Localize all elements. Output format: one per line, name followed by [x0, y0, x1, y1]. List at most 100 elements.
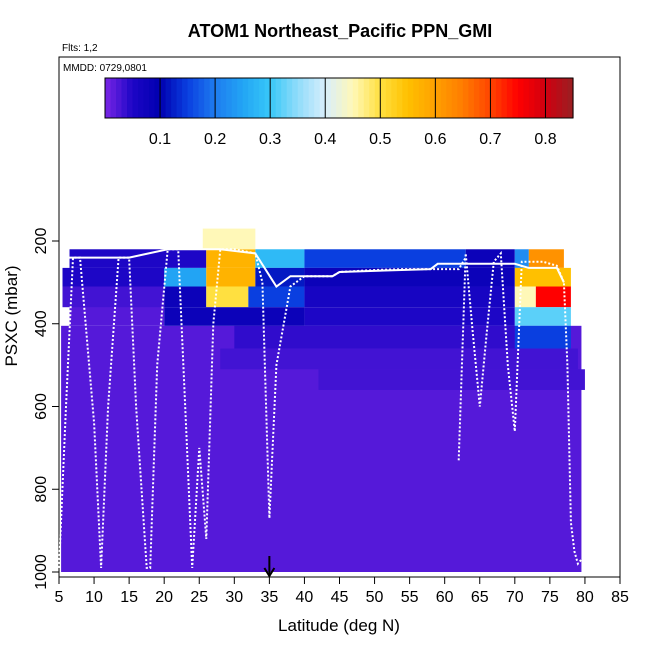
colorbar-segment: [226, 78, 233, 118]
colorbar-segment: [352, 78, 359, 118]
colorbar-segment: [121, 78, 128, 118]
colorbar-segment: [149, 78, 156, 118]
colorbar-segment: [424, 78, 431, 118]
colorbar-segment: [325, 78, 332, 118]
x-tick-label: 65: [471, 589, 489, 606]
colorbar-segment: [402, 78, 409, 118]
colorbar-segment: [297, 78, 304, 118]
colorbar-segment: [435, 78, 442, 118]
colorbar-segment: [418, 78, 425, 118]
y-tick-label: 1000: [33, 554, 50, 590]
x-tick-label: 35: [260, 589, 278, 606]
colorbar-segment: [308, 78, 315, 118]
colorbar-segment: [517, 78, 525, 118]
flights-note: Flts: 1,2: [62, 43, 98, 54]
x-tick-label: 75: [541, 589, 559, 606]
x-tick-label: 15: [120, 589, 138, 606]
heatmap-cell: [164, 286, 207, 308]
colorbar-segment: [209, 78, 216, 118]
colorbar-segment: [545, 78, 552, 118]
colorbar-segment: [490, 78, 497, 118]
x-tick-label: 40: [296, 589, 314, 606]
heatmap-cell: [514, 325, 571, 349]
colorbar-segment: [264, 78, 271, 118]
colorbar-segment: [110, 78, 117, 118]
colorbar-segment: [165, 78, 172, 118]
heatmap-cell: [220, 348, 578, 370]
colorbar-segment: [132, 78, 139, 118]
heatmap-cell: [465, 249, 515, 268]
heatmap-cell: [304, 286, 515, 308]
colorbar-segment: [215, 78, 222, 118]
colorbar-border: [104, 77, 574, 119]
x-axis: 5 10 15 20 25 30 35 40 45 50 55 60 65 70 75 80 85: [55, 577, 629, 606]
colorbar-segment: [182, 78, 189, 118]
colorbar-segment: [303, 78, 310, 118]
colorbar-segment: [506, 78, 514, 118]
colorbar-segment: [479, 78, 486, 118]
colorbar-segment: [556, 78, 563, 118]
heatmap-cell: [62, 267, 165, 287]
colorbar-segment: [220, 78, 227, 118]
colorbar-segment: [198, 78, 205, 118]
heatmap-cell: [164, 267, 207, 287]
colorbar-segment: [473, 78, 480, 118]
colorbar-segment: [369, 78, 376, 118]
marker-arrow-head: [263, 567, 276, 578]
heatmap-cell: [206, 286, 249, 308]
colorbar-tick-label: 0.7: [479, 131, 501, 148]
colorbar-segment: [275, 78, 282, 118]
colorbar-segment: [429, 78, 436, 118]
heatmap-cell: [318, 369, 585, 390]
x-tick-label: 20: [155, 589, 173, 606]
heatmap-cell: [255, 249, 305, 268]
flight-track-line: [457, 250, 583, 566]
flight-tracks: [58, 248, 583, 569]
colorbar-segment: [138, 78, 145, 118]
colorbar-segment: [281, 78, 288, 118]
colorbar-segment: [143, 78, 150, 118]
colorbar-segment: [127, 78, 134, 118]
heatmap-cells: [61, 228, 585, 572]
y-tick-label: 800: [33, 476, 50, 503]
colorbar-segment: [270, 78, 277, 118]
x-axis-label: Latitude (deg N): [278, 616, 400, 635]
y-axis: 200 400 600 800 1000: [33, 228, 59, 590]
colorbar-segment: [446, 78, 453, 118]
colorbar-segment: [523, 78, 530, 118]
colorbar-tick-label: 0.3: [259, 131, 281, 148]
x-tick-label: 50: [366, 589, 384, 606]
x-tick-label: 5: [55, 589, 64, 606]
date-note: MMDD: 0729,0801: [63, 63, 147, 74]
colorbar-segment: [248, 78, 255, 118]
colorbar-tick-label: 0.1: [149, 131, 171, 148]
heatmap-cell: [528, 249, 564, 268]
colorbar-segment: [292, 78, 299, 118]
heatmap-cell: [514, 267, 571, 287]
colorbar-segment: [347, 78, 354, 118]
x-tick-label: 85: [611, 589, 629, 606]
heatmap-cell: [514, 307, 571, 326]
heatmap-cell: [248, 286, 305, 308]
colorbar-segment: [231, 78, 238, 118]
colorbar-segment: [440, 78, 447, 118]
x-tick-label: 25: [190, 589, 208, 606]
y-axis-label: PSXC (mbar): [2, 265, 21, 366]
median-track-line: [69, 248, 565, 288]
heatmap-cell: [206, 267, 256, 287]
colorbar-segment: [385, 78, 392, 118]
colorbar-tick-label: 0.4: [314, 131, 336, 148]
colorbar-segment: [501, 78, 508, 118]
colorbar-segment: [396, 78, 403, 118]
colorbar-segment: [484, 78, 492, 118]
colorbar-segment: [237, 78, 244, 118]
colorbar-segment: [380, 78, 387, 118]
colorbar-segment: [561, 78, 569, 118]
colorbar-segment: [187, 78, 194, 118]
colorbar-segment: [341, 78, 348, 118]
colorbar-segment: [336, 78, 343, 118]
colorbar-segment: [358, 78, 365, 118]
heatmap-cell: [62, 286, 165, 308]
y-tick-label: 200: [33, 228, 50, 255]
